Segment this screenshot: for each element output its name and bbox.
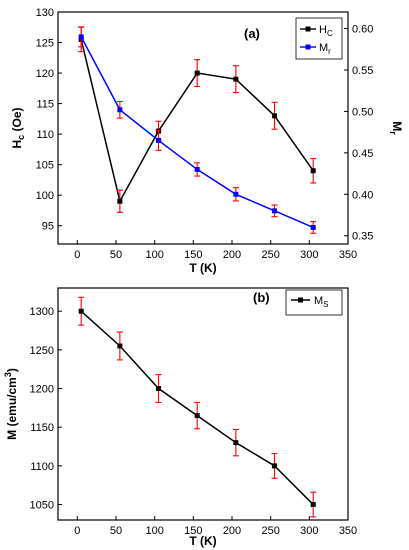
- data-point-mr: [78, 34, 84, 40]
- y-right-tick-label: 0.60: [352, 24, 373, 36]
- x-tick-label: 0: [74, 525, 80, 537]
- legend-b: MS: [285, 289, 343, 316]
- legend-marker-mr: [305, 44, 311, 50]
- data-point-hc: [233, 76, 239, 82]
- data-point-mr: [272, 208, 278, 214]
- x-tick-label: 250: [261, 249, 279, 261]
- chart-panel-b: 0 50 100 150 200 250 300 350 1050 1100 1150 1200 12…: [3, 287, 357, 548]
- x-tick-label: 150: [184, 525, 202, 537]
- x-tick-label: 250: [261, 525, 279, 537]
- data-point-mr: [117, 107, 123, 113]
- y-right-tick-label: 0.45: [352, 148, 373, 160]
- data-point-hc: [117, 198, 123, 204]
- plot-frame-a: [57, 11, 349, 245]
- y-left-axis-label-a: Hc (Oe): [10, 107, 26, 148]
- x-tick-label: 50: [110, 525, 122, 537]
- y-left-tick-label: 130: [36, 7, 54, 19]
- x-tick-label: 100: [145, 249, 163, 261]
- data-point-hc: [194, 70, 200, 76]
- y-left-axis-ticks-a: 95 100 105 110 115 120 125 130: [36, 7, 62, 233]
- x-axis-ticks-b: 0 50 100 150 200 250 300 350: [74, 516, 357, 537]
- x-tick-label: 200: [223, 525, 241, 537]
- series-group-b: [78, 296, 317, 518]
- y-right-axis-ticks-a: 0.35 0.40 0.45 0.50 0.55 0.60: [344, 24, 373, 243]
- data-point-ms: [310, 502, 316, 508]
- y-tick-label: 1250: [30, 345, 54, 357]
- data-point-ms: [272, 463, 278, 469]
- legend-marker-hc: [305, 26, 311, 32]
- legend-label-mr: Mr: [319, 42, 331, 56]
- y-tick-label: 1200: [30, 384, 54, 396]
- x-tick-label: 0: [74, 249, 80, 261]
- legend-label-hc: HC: [319, 24, 333, 38]
- legend-box-b: [285, 289, 343, 316]
- x-axis-label-a: T (K): [189, 261, 216, 275]
- legend-marker-ms: [298, 297, 303, 303]
- data-point-ms: [156, 386, 162, 392]
- y-tick-label: 1050: [30, 500, 54, 512]
- y-left-tick-label: 120: [36, 68, 54, 80]
- plot-frame-b: [57, 287, 349, 521]
- data-point-ms: [117, 343, 123, 349]
- y-right-tick-label: 0.40: [352, 189, 373, 201]
- x-axis-label-b: T (K): [189, 534, 216, 548]
- y-right-axis-label-a: Mr: [388, 121, 404, 135]
- data-point-ms: [78, 308, 84, 314]
- data-point-ms: [194, 413, 200, 419]
- x-tick-label: 150: [184, 249, 202, 261]
- panel-label-a: (a): [244, 26, 260, 41]
- data-point-ms: [233, 440, 239, 446]
- y-tick-label: 1300: [30, 306, 54, 318]
- x-tick-label: 350: [339, 525, 357, 537]
- data-point-mr: [156, 137, 162, 143]
- y-right-tick-label: 0.50: [352, 106, 373, 118]
- y-right-tick-label: 0.55: [352, 65, 373, 77]
- y-right-tick-label: 0.35: [352, 231, 373, 243]
- y-tick-label: 1100: [30, 461, 54, 473]
- y-axis-label-b: M (emu/cm3): [3, 368, 19, 440]
- y-left-tick-label: 125: [36, 38, 54, 50]
- x-tick-label: 50: [110, 249, 122, 261]
- y-left-tick-label: 100: [36, 190, 54, 202]
- y-left-tick-label: 115: [36, 99, 54, 111]
- legend-label-ms: MS: [314, 295, 329, 309]
- data-point-hc: [310, 168, 316, 174]
- y-axis-ticks-b: 1050 1100 1150 1200 1250 1300: [30, 306, 62, 512]
- legend-a: HC Mr: [295, 17, 343, 60]
- x-tick-label: 350: [339, 249, 357, 261]
- y-tick-label: 1150: [30, 422, 54, 434]
- x-axis-ticks-a: 0 50 100 150 200 250 300 350: [74, 240, 357, 261]
- series-group-a: [78, 26, 317, 234]
- data-point-mr: [194, 166, 200, 172]
- y-left-tick-label: 105: [36, 160, 54, 172]
- x-tick-label: 300: [300, 249, 318, 261]
- panel-label-b: (b): [253, 290, 270, 305]
- y-left-tick-label: 95: [42, 221, 54, 233]
- data-point-mr: [310, 224, 316, 230]
- chart-panel-a: 0 50 100 150 200 250 300 350 95 100 105 110 115 120 1…: [10, 7, 404, 275]
- x-tick-label: 300: [300, 525, 318, 537]
- data-point-mr: [233, 191, 239, 197]
- x-tick-label: 200: [223, 249, 241, 261]
- x-tick-label: 100: [145, 525, 163, 537]
- data-point-hc: [272, 113, 278, 119]
- y-left-tick-label: 110: [36, 129, 54, 141]
- legend-box-a: [295, 17, 343, 60]
